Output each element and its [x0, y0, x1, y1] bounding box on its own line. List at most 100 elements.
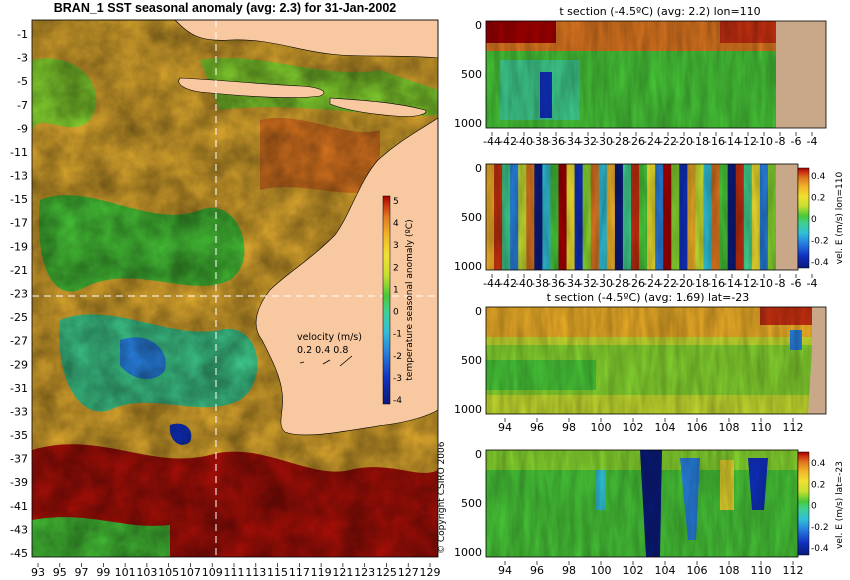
section2-colorbar-tick-label: 0.2: [811, 194, 825, 204]
section1-x-tick-label: -12: [739, 135, 757, 148]
section1-x-tick-label: -24: [643, 135, 661, 148]
section1-x-tick-label: -36: [547, 135, 565, 148]
map-y-tick-label: -21: [10, 264, 28, 277]
map-y-tick-label: -5: [17, 75, 28, 88]
section2-y-tick-label: 500: [461, 211, 482, 224]
section2-colorbar-tick-label: 0.4: [811, 172, 826, 182]
section3-texture: [486, 307, 816, 414]
section4-x-tick-label: 110: [751, 564, 772, 577]
section4-panel: 0.4 0.2 0 -0.2 -0.4 vel. E (m/s) lat=-23: [485, 449, 845, 558]
section2-x-tick-label: -14: [723, 277, 741, 290]
section4-x-tick-label: 102: [623, 564, 644, 577]
map-x-tick-label: 107: [180, 566, 201, 579]
section2-colorbar-label: vel. E (m/s) lon=110: [835, 172, 845, 265]
section2-panel: 0.4 0.2 0 -0.2 -0.4 vel. E (m/s) lon=110: [485, 163, 845, 271]
section3-x-tick-label: 100: [591, 421, 612, 434]
section1-x-tick-label: -32: [579, 135, 597, 148]
map-x-tick-label: 125: [376, 566, 397, 579]
section2-x-tick-label: -22: [659, 277, 677, 290]
map-x-tick-label: 109: [202, 566, 223, 579]
section4-x-tick-label: 94: [498, 564, 512, 577]
section2-x-tick-label: -24: [643, 277, 661, 290]
map-x-tick-label: 99: [96, 566, 110, 579]
section4-colorbar-tick-label: 0: [811, 502, 817, 512]
section1-y-tick-label: 0: [475, 19, 482, 32]
section1-x-tick-label: -14: [723, 135, 741, 148]
map-y-tick-label: -1: [17, 28, 28, 41]
map-y-tick-label: -9: [17, 122, 28, 135]
sst-colorbar-tick-label: 2: [393, 263, 399, 273]
section1-x-tick-label: -26: [627, 135, 645, 148]
section4-colorbar-tick-label: -0.2: [811, 523, 829, 533]
section2-x-tick-label: -38: [531, 277, 549, 290]
section4-x-tick-label: 100: [591, 564, 612, 577]
section1-panel: [485, 20, 827, 129]
map-y-tick-label: -7: [17, 99, 28, 112]
section2-y-axis: 0 500 1000: [454, 162, 482, 273]
sst-colorbar-tick-label: -1: [393, 330, 402, 340]
section3-x-tick-label: 110: [751, 421, 772, 434]
section4-y-axis: 0 500 1000: [454, 448, 482, 559]
map-x-tick-label: 111: [224, 566, 245, 579]
section2-x-tick-label: -34: [563, 277, 581, 290]
sst-colorbar-tick-label: 3: [393, 241, 399, 251]
section3-y-tick-label: 1000: [454, 403, 482, 416]
map-y-tick-label: -25: [10, 311, 28, 324]
map-y-tick-label: -39: [10, 476, 28, 489]
map-y-tick-label: -15: [10, 193, 28, 206]
section4-colorbar-label: vel. E (m/s) lat=-23: [835, 461, 845, 549]
section1-x-axis: -44-42-40-38-36-34-32-30-28-26-24-22-20-…: [483, 132, 817, 148]
section3-title: t section (-4.5ºC) (avg: 1.69) lat=-23: [547, 291, 750, 304]
section3-x-tick-label: 112: [783, 421, 804, 434]
map-x-tick-label: 121: [332, 566, 353, 579]
map-y-tick-label: -11: [10, 146, 28, 159]
section2-x-tick-label: -10: [755, 277, 773, 290]
section1-land: [776, 21, 826, 128]
section1-x-tick-label: -42: [499, 135, 517, 148]
map-x-tick-label: 97: [75, 566, 89, 579]
section1-y-tick-label: 1000: [454, 117, 482, 130]
map-x-tick-label: 105: [158, 566, 179, 579]
section2-x-tick-label: -32: [579, 277, 597, 290]
section1-x-tick-label: -6: [791, 135, 802, 148]
map-y-tick-label: -17: [10, 217, 28, 230]
section4-texture: [486, 450, 798, 557]
section3-y-tick-label: 500: [461, 354, 482, 367]
section4-colorbar-ticks: 0.4 0.2 0 -0.2 -0.4: [811, 459, 829, 554]
section2-x-tick-label: -4: [807, 277, 818, 290]
section2-x-tick-label: -36: [547, 277, 565, 290]
section3-y-axis: 0 500 1000: [454, 305, 482, 416]
section2-colorbar: [797, 167, 810, 269]
section1-x-tick-label: -8: [775, 135, 786, 148]
section3-y-tick-label: 0: [475, 305, 482, 318]
map-x-tick-label: 95: [53, 566, 67, 579]
section3-x-tick-label: 96: [530, 421, 544, 434]
section1-x-tick-label: -40: [515, 135, 533, 148]
map-y-tick-label: -13: [10, 170, 28, 183]
velocity-legend-title: velocity (m/s): [297, 332, 362, 343]
land-indonesia: [100, 19, 439, 59]
velocity-arrows: [299, 355, 353, 367]
section1-x-tick-label: -20: [675, 135, 693, 148]
sst-colorbar: [382, 195, 391, 405]
section2-x-tick-label: -18: [691, 277, 709, 290]
section4-y-tick-label: 1000: [454, 546, 482, 559]
map-y-tick-label: -31: [10, 382, 28, 395]
section2-texture: [486, 164, 776, 270]
main-title: BRAN_1 SST seasonal anomaly (avg: 2.3) f…: [54, 1, 397, 15]
section2-colorbar-ticks: 0.4 0.2 0 -0.2 -0.4: [811, 172, 829, 268]
section1-x-tick-label: -38: [531, 135, 549, 148]
section4-colorbar-tick-label: 0.4: [811, 459, 826, 469]
section2-colorbar-tick-label: -0.2: [811, 237, 829, 247]
section3-land: [808, 307, 826, 414]
sst-colorbar-tick-label: 4: [393, 219, 399, 229]
section2-y-tick-label: 1000: [454, 260, 482, 273]
land-lesser-sunda: [329, 97, 427, 117]
map-x-tick-label: 117: [289, 566, 310, 579]
map-y-tick-label: -29: [10, 358, 28, 371]
section2-x-tick-label: -40: [515, 277, 533, 290]
map-y-axis: -1 -3 -5 -7 -9 -11 -13 -15 -17 -19 -21 -23 -25 -27 -29…: [10, 28, 28, 560]
section1-frame: [485, 20, 827, 129]
section2-x-tick-label: -20: [675, 277, 693, 290]
section1-y-axis: 0 500 1000: [454, 19, 482, 130]
